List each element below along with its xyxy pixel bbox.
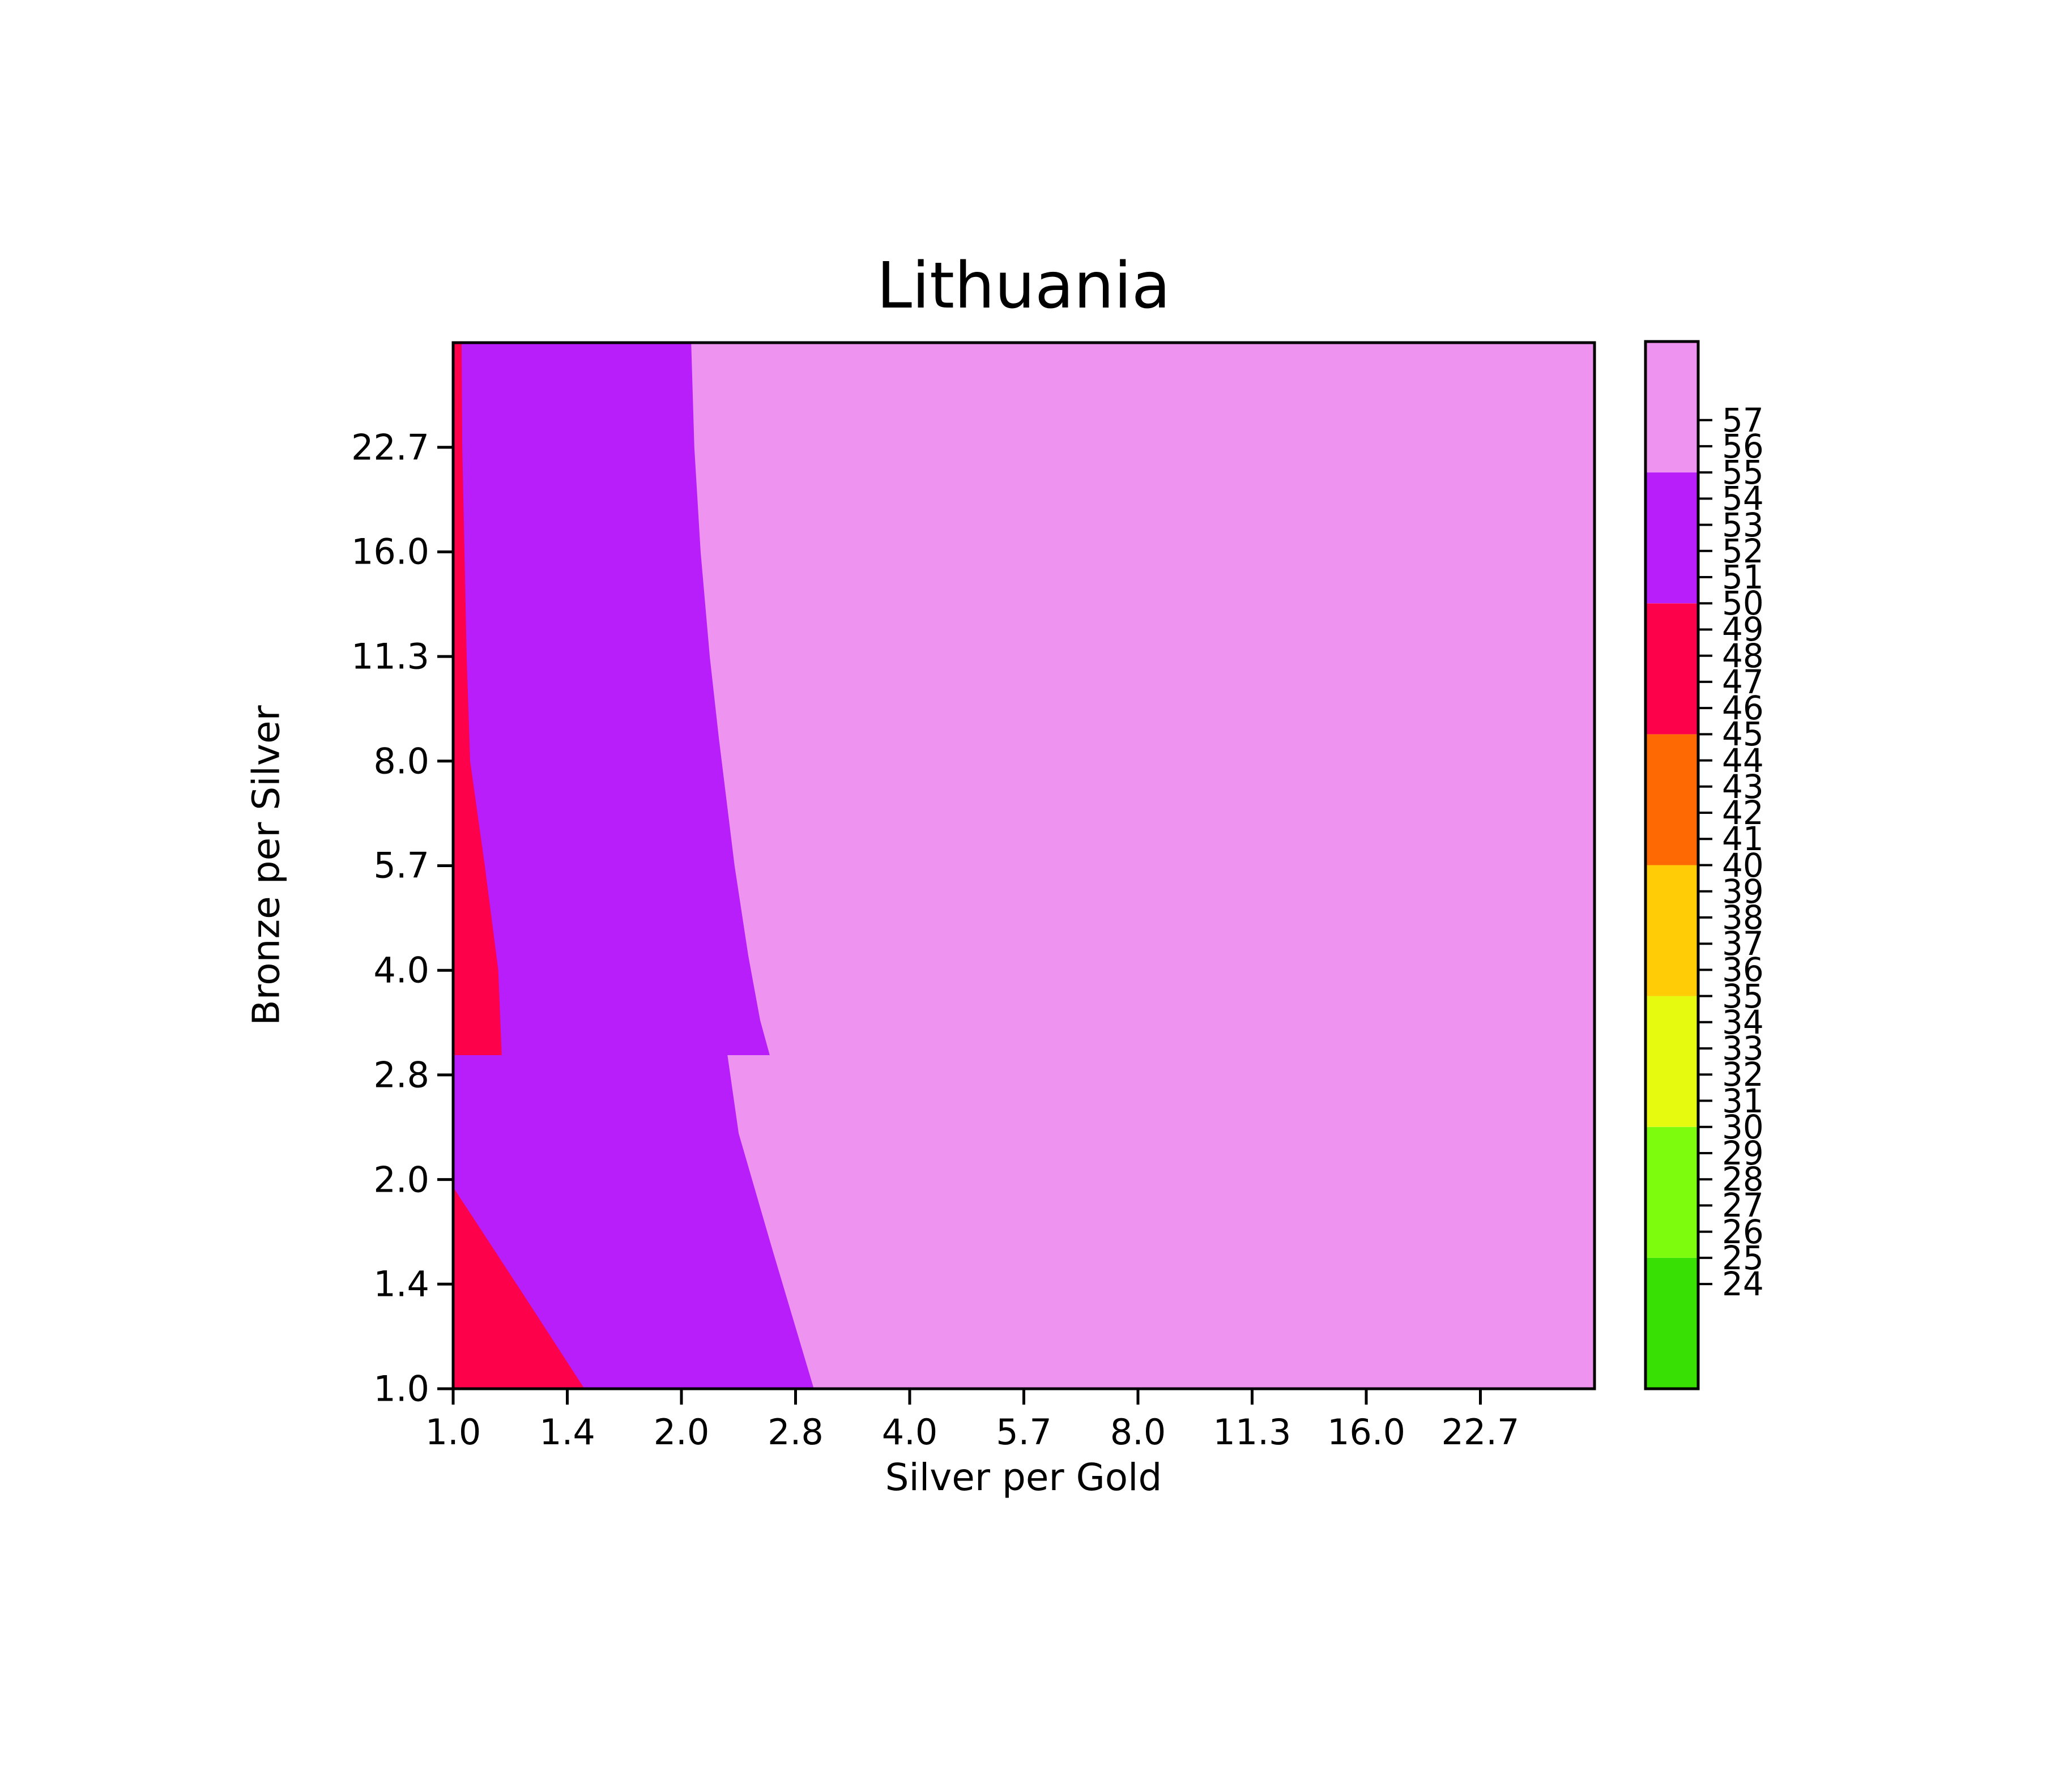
y-tick-label: 2.8 <box>373 1054 429 1096</box>
colorbar-tick-label: 33 <box>1722 1029 1764 1068</box>
colorbar-tick-label: 27 <box>1722 1186 1764 1225</box>
y-tick-label: 16.0 <box>351 531 429 573</box>
x-tick-label: 2.8 <box>768 1411 824 1453</box>
x-axis-label: Silver per Gold <box>885 1456 1162 1499</box>
x-tick-label: 11.3 <box>1213 1411 1291 1453</box>
y-tick-label: 4.0 <box>373 949 429 991</box>
colorbar-tick-label: 37 <box>1722 924 1764 963</box>
colorbar-tick-label: 24 <box>1722 1265 1764 1304</box>
colorbar-tick-label: 44 <box>1722 741 1764 780</box>
x-tick-label: 1.4 <box>539 1411 595 1453</box>
colorbar-band-45-50 <box>1646 603 1698 735</box>
colorbar-band-55-60 <box>1646 342 1698 473</box>
colorbar-tick-label: 42 <box>1722 793 1764 833</box>
colorbar-band-25-30 <box>1646 1127 1698 1258</box>
colorbar-tick-label: 40 <box>1722 846 1764 885</box>
x-tick-label: 5.7 <box>996 1411 1052 1453</box>
colorbar-tick-label: 31 <box>1722 1081 1764 1120</box>
colorbar-tick-label: 39 <box>1722 872 1764 911</box>
colorbar-tick-label: 36 <box>1722 950 1764 989</box>
colorbar-tick-label: 55 <box>1722 453 1764 492</box>
colorbar-spine <box>1644 340 1700 1390</box>
x-tick-label: 4.0 <box>881 1411 938 1453</box>
contour-regions <box>453 343 1595 1389</box>
x-tick-label: 1.0 <box>425 1411 481 1453</box>
colorbar-tick-label: 49 <box>1722 610 1764 649</box>
x-tick-label: 16.0 <box>1327 1411 1406 1453</box>
y-tick-label: 11.3 <box>351 635 429 677</box>
colorbar-tick-label: 29 <box>1722 1133 1764 1172</box>
y-tick-label: 5.7 <box>373 844 429 886</box>
colorbar-band-40-45 <box>1646 734 1698 865</box>
y-tick-label: 8.0 <box>373 740 429 782</box>
colorbar-tick-label: 50 <box>1722 584 1764 623</box>
contour-region-band-55-60 <box>453 343 1595 1389</box>
colorbar-tick-label: 51 <box>1722 558 1764 597</box>
colorbar-tick-label: 45 <box>1722 715 1764 754</box>
y-tick-label: 22.7 <box>351 426 429 468</box>
colorbar-tick-label: 43 <box>1722 767 1764 806</box>
x-tick-label: 2.0 <box>653 1411 710 1453</box>
colorbar-tick-label: 32 <box>1722 1055 1764 1094</box>
contour-region-band-45-50-lower-triangle <box>453 1187 585 1389</box>
colorbar-tick-label: 52 <box>1722 531 1764 570</box>
y-tick-label: 1.4 <box>373 1263 429 1305</box>
colorbar-tick-label: 54 <box>1722 479 1764 518</box>
chart-title: Lithuania <box>876 249 1171 323</box>
colorbar-tick-label: 53 <box>1722 505 1764 544</box>
colorbar-tick-label: 30 <box>1722 1107 1764 1146</box>
colorbar-tick-label: 56 <box>1722 426 1764 466</box>
colorbar-tick-label: 26 <box>1722 1212 1764 1251</box>
colorbar-tick-label: 25 <box>1722 1238 1764 1277</box>
colorbar-tick-label: 47 <box>1722 662 1764 701</box>
colorbar-band-20-25 <box>1646 1257 1698 1389</box>
colorbar-tick-label: 34 <box>1722 1002 1764 1042</box>
y-tick-label: 1.0 <box>373 1368 429 1410</box>
colorbar-band-30-35 <box>1646 996 1698 1127</box>
colorbar-tick-label: 46 <box>1722 689 1764 728</box>
axes-spine <box>451 341 1596 1390</box>
contour-region-band-45-50-upper-sliver <box>453 343 502 1055</box>
colorbar-tick-label: 35 <box>1722 976 1764 1016</box>
colorbar <box>1646 342 1712 1389</box>
x-tick-label: 22.7 <box>1441 1411 1520 1453</box>
x-tick-label: 8.0 <box>1110 1411 1166 1453</box>
y-tick-label: 2.0 <box>373 1159 429 1201</box>
colorbar-tick-label: 48 <box>1722 636 1764 675</box>
colorbar-band-50-55 <box>1646 472 1698 604</box>
colorbar-tick-label: 57 <box>1722 400 1764 440</box>
colorbar-tick-label: 28 <box>1722 1160 1764 1199</box>
y-axis-label: Bronze per Silver <box>244 705 288 1026</box>
axis-ticks <box>437 446 1482 1405</box>
colorbar-tick-label: 38 <box>1722 898 1764 937</box>
colorbar-tick-label: 41 <box>1722 820 1764 859</box>
colorbar-band-35-40 <box>1646 865 1698 996</box>
contour-region-band-50-55 <box>453 343 814 1389</box>
